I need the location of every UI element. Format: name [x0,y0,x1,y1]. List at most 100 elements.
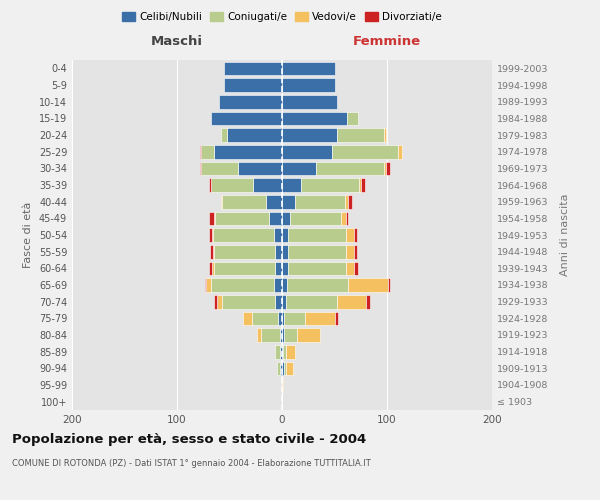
Bar [287,278,348,292]
Bar [282,245,289,258]
Bar [286,345,295,358]
Bar [284,328,297,342]
Bar [277,362,280,375]
Bar [214,212,215,225]
Bar [296,328,320,342]
Bar [224,78,282,92]
Bar [269,212,282,225]
Bar [201,145,214,158]
Bar [209,212,214,225]
Bar [346,262,355,275]
Bar [200,145,201,158]
Text: Popolazione per età, sesso e stato civile - 2004: Popolazione per età, sesso e stato civil… [12,432,366,446]
Bar [274,278,282,292]
Bar [212,245,214,258]
Bar [282,312,284,325]
Bar [355,245,356,258]
Bar [316,162,384,175]
Bar [284,312,305,325]
Bar [332,145,398,158]
Bar [214,245,275,258]
Bar [211,278,274,292]
Text: Maschi: Maschi [151,36,203,49]
Bar [283,345,286,358]
Bar [275,295,282,308]
Bar [257,328,261,342]
Bar [282,212,290,225]
Bar [209,262,212,275]
Bar [200,162,201,175]
Bar [282,162,316,175]
Bar [282,378,283,392]
Bar [206,278,211,292]
Bar [253,178,282,192]
Bar [361,178,365,192]
Bar [289,245,346,258]
Bar [346,228,355,242]
Bar [282,278,287,292]
Text: Femmine: Femmine [353,36,421,49]
Bar [209,228,212,242]
Bar [213,228,274,242]
Bar [251,312,278,325]
Bar [282,62,335,75]
Bar [278,312,282,325]
Bar [398,145,402,158]
Bar [280,328,282,342]
Bar [346,245,355,258]
Bar [355,262,358,275]
Bar [348,195,352,208]
Bar [282,345,283,358]
Bar [286,295,337,308]
Bar [289,228,346,242]
Bar [386,162,390,175]
Bar [282,95,337,108]
Bar [341,212,346,225]
Bar [222,295,275,308]
Text: COMUNE DI ROTONDA (PZ) - Dati ISTAT 1° gennaio 2004 - Elaborazione TUTTITALIA.IT: COMUNE DI ROTONDA (PZ) - Dati ISTAT 1° g… [12,459,371,468]
Bar [275,245,282,258]
Bar [243,312,251,325]
Bar [214,262,275,275]
Bar [284,362,286,375]
Bar [301,178,359,192]
Bar [346,212,348,225]
Bar [348,278,388,292]
Bar [212,228,213,242]
Bar [384,162,386,175]
Bar [215,212,269,225]
Bar [221,128,227,142]
Bar [214,295,217,308]
Bar [275,345,280,358]
Bar [221,195,222,208]
Bar [205,278,206,292]
Y-axis label: Anni di nascita: Anni di nascita [560,194,569,276]
Bar [282,178,301,192]
Bar [261,328,280,342]
Bar [345,195,348,208]
Bar [282,195,295,208]
Bar [274,228,282,242]
Bar [388,278,390,292]
Bar [209,245,213,258]
Y-axis label: Fasce di età: Fasce di età [23,202,33,268]
Bar [335,312,338,325]
Bar [282,145,332,158]
Bar [295,195,345,208]
Bar [282,262,289,275]
Bar [222,195,266,208]
Bar [275,262,282,275]
Bar [305,312,335,325]
Bar [337,295,366,308]
Bar [212,262,214,275]
Bar [282,128,337,142]
Bar [211,112,282,125]
Bar [282,362,284,375]
Bar [282,328,284,342]
Bar [359,178,361,192]
Bar [347,112,358,125]
Bar [214,145,282,158]
Bar [337,128,384,142]
Bar [219,95,282,108]
Bar [280,345,282,358]
